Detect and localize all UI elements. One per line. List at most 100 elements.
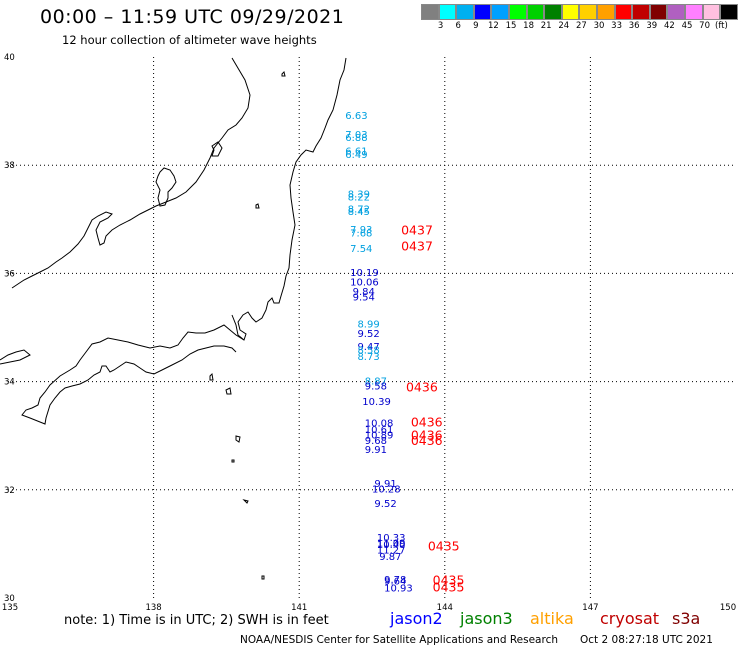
axis-tick-labels: 135 138 141 144 147 150 40 38 36 34 32 30 bbox=[2, 53, 736, 613]
wave-height-label: 9.52 bbox=[374, 499, 396, 510]
legend-swatch bbox=[596, 4, 615, 20]
wave-height-label: 10.06 bbox=[350, 277, 379, 288]
wave-height-label: 10.28 bbox=[372, 485, 401, 496]
color-legend bbox=[421, 4, 738, 20]
pass-time-label: 0437 bbox=[401, 239, 433, 254]
legend-tick-label: 36 bbox=[628, 21, 640, 31]
island-small-4 bbox=[225, 387, 232, 395]
y-tick-label: 32 bbox=[4, 486, 15, 496]
legend-tick-label: 33 bbox=[611, 21, 623, 31]
legend-swatch bbox=[614, 4, 633, 20]
island-small-1 bbox=[281, 71, 286, 77]
y-tick-label: 40 bbox=[4, 53, 15, 63]
wave-height-label: 10.40 bbox=[377, 540, 406, 551]
legend-tick-label: 42 bbox=[663, 21, 675, 31]
x-tick-label: 138 bbox=[145, 603, 161, 613]
wave-height-label: 9.91 bbox=[365, 445, 387, 456]
satellite-label: altika bbox=[530, 609, 574, 628]
legend-swatch bbox=[421, 4, 439, 20]
x-tick-label: 147 bbox=[582, 603, 598, 613]
legend-swatch bbox=[649, 4, 668, 20]
legend-swatch bbox=[508, 4, 527, 20]
wave-height-label: 8.22 bbox=[348, 192, 370, 203]
legend-tick-label: 3 bbox=[437, 21, 444, 31]
coastline bbox=[0, 57, 347, 580]
wave-height-label: 11.27 bbox=[377, 546, 406, 557]
satellite-label: jason3 bbox=[460, 609, 513, 628]
island-small-2 bbox=[255, 203, 260, 209]
wave-height-label: 10.93 bbox=[384, 584, 413, 595]
legend-swatch bbox=[473, 4, 492, 20]
y-tick-label: 30 bbox=[4, 594, 15, 604]
coastline-noto bbox=[155, 167, 177, 207]
generated-timestamp: Oct 2 08:27:18 UTC 2021 bbox=[580, 634, 713, 646]
legend-tick-label: 18 bbox=[523, 21, 535, 31]
coastline-kyushu bbox=[0, 349, 31, 365]
y-tick-label: 34 bbox=[4, 378, 15, 388]
coastline-japan-sea bbox=[11, 57, 251, 289]
legend-swatch bbox=[526, 4, 545, 20]
legend-tick-label: 21 bbox=[540, 21, 552, 31]
legend-labels: 3 6 9 12 15 18 21 24 27 30 33 36 39 42 45 70 bbox=[421, 21, 740, 33]
wave-height-label: 10.89 bbox=[365, 430, 394, 441]
x-tick-label: 150 bbox=[720, 603, 736, 613]
legend-tick-label: 70 bbox=[699, 21, 711, 31]
wave-height-label: 11.09 bbox=[377, 539, 406, 550]
map-subtitle: 12 hour collection of altimeter wave hei… bbox=[62, 33, 317, 47]
wave-height-label: 10.61 bbox=[365, 425, 394, 436]
satellite-label: cryosat bbox=[600, 609, 660, 628]
wave-height-label: 8.87 bbox=[365, 376, 387, 387]
pass-time-label: 0436 bbox=[411, 433, 443, 448]
wave-height-label: 9.64 bbox=[384, 576, 406, 587]
credit-text: NOAA/NESDIS Center for Satellite Applica… bbox=[240, 634, 558, 646]
legend-swatch bbox=[491, 4, 509, 20]
legend-swatch bbox=[438, 4, 457, 20]
legend-swatch bbox=[702, 4, 721, 20]
satellite-label: jason2 bbox=[390, 609, 443, 628]
wave-height-label: 9.47 bbox=[357, 342, 379, 353]
wave-height-label: 8.73 bbox=[357, 352, 379, 363]
legend-tick-label: 12 bbox=[487, 21, 499, 31]
footer-note: note: 1) Time is in UTC; 2) SWH is in fe… bbox=[64, 613, 329, 628]
pass-time-label: 0435 bbox=[433, 580, 465, 595]
wave-height-label: 8.39 bbox=[348, 190, 370, 201]
wave-height-label: 9.84 bbox=[353, 287, 375, 298]
wave-height-label: 8.45 bbox=[348, 207, 370, 218]
wave-height-label: 6.49 bbox=[345, 150, 367, 161]
wave-height-label: 6.61 bbox=[345, 146, 367, 157]
satellite-label: s3a bbox=[672, 609, 701, 628]
wave-height-label: 9.91 bbox=[374, 479, 396, 490]
wave-height-label: 9.52 bbox=[357, 329, 379, 340]
island-small-8 bbox=[231, 459, 235, 463]
wave-height-label: 8.72 bbox=[348, 204, 370, 215]
legend-unit: (ft) bbox=[715, 21, 728, 31]
coastline-tohoku bbox=[21, 57, 347, 425]
wave-height-label: 7.93 bbox=[350, 225, 372, 236]
wave-height-label: 9.54 bbox=[353, 292, 375, 303]
wave-height-label: 9.68 bbox=[365, 436, 387, 447]
lat-lon-grid bbox=[8, 57, 736, 598]
legend-swatch bbox=[456, 4, 474, 20]
wave-height-label: 6.88 bbox=[345, 133, 367, 144]
legend-swatch bbox=[667, 4, 685, 20]
y-tick-label: 36 bbox=[4, 269, 15, 279]
wave-height-label: 10.33 bbox=[377, 533, 406, 544]
legend-tick-label: 9 bbox=[473, 21, 479, 31]
legend-tick-label: 24 bbox=[558, 21, 570, 31]
legend-tick-label: 6 bbox=[455, 21, 461, 31]
wave-height-label: 9.87 bbox=[379, 552, 401, 563]
legend-tick-label: 30 bbox=[593, 21, 605, 31]
wave-height-label: 9.58 bbox=[365, 382, 387, 393]
wave-height-label: 7.68 bbox=[350, 229, 372, 240]
wave-height-label: 8.99 bbox=[357, 320, 379, 331]
legend-tick-label: 27 bbox=[575, 21, 587, 31]
observation-labels: 6.63 7.036.88 6.616.49 8.398.228.728.45 7.93… bbox=[345, 111, 464, 594]
pass-time-label: 0436 bbox=[406, 379, 438, 394]
map-title: 00:00 – 11:59 UTC 09/29/2021 bbox=[40, 6, 345, 28]
x-tick-label: 141 bbox=[291, 603, 307, 613]
pass-time-label: 0436 bbox=[411, 415, 443, 430]
pass-time-label: 0437 bbox=[401, 222, 433, 237]
legend-swatch bbox=[720, 4, 738, 20]
island-small-6 bbox=[242, 499, 249, 504]
